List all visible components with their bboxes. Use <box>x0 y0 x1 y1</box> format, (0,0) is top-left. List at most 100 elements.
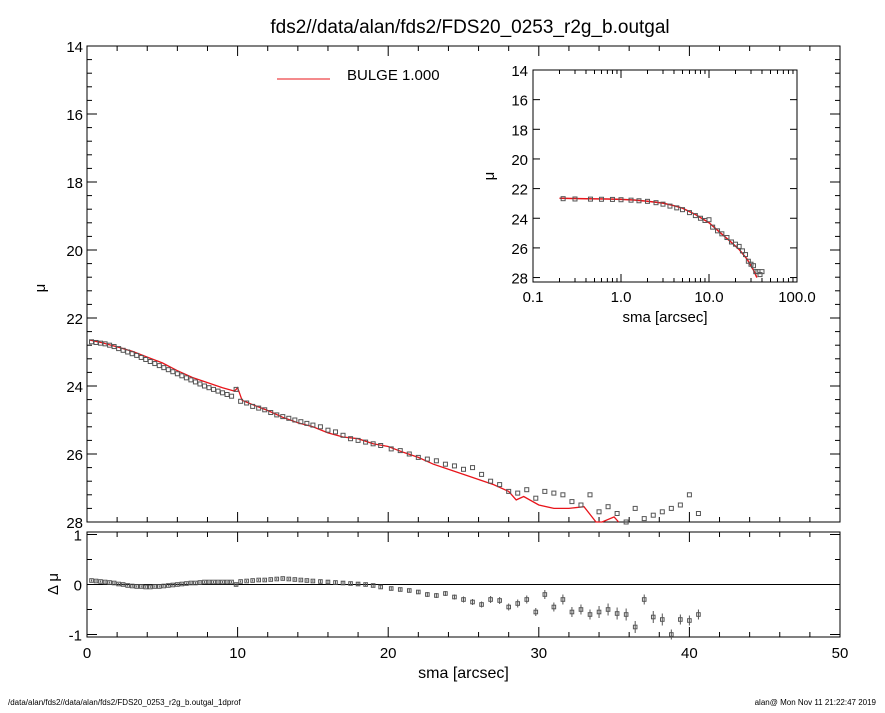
main-data-points <box>89 339 701 525</box>
inset-data-point <box>719 231 725 237</box>
residual-data-point <box>256 577 261 583</box>
residual-data-point <box>298 577 304 583</box>
main-data-point <box>107 342 113 348</box>
main-data-point <box>659 509 665 515</box>
main-data-point <box>623 519 629 525</box>
residual-data-point <box>125 583 130 588</box>
x-tick-label: 20 <box>380 645 397 662</box>
main-y-tick-label: 26 <box>66 447 83 464</box>
main-data-point <box>262 407 268 413</box>
main-data-point <box>332 429 338 435</box>
main-data-point <box>268 410 274 416</box>
residual-data-point <box>292 577 298 582</box>
inset-x-tick-label: 1.0 <box>611 289 632 306</box>
residual-data-point <box>152 584 158 589</box>
x-tick-label: 40 <box>681 645 698 662</box>
residual-data-points <box>89 576 701 640</box>
residual-data-point <box>497 598 502 603</box>
inset-data-point <box>686 210 692 216</box>
residual-data-point <box>262 577 268 583</box>
residual-data-point <box>488 597 493 602</box>
main-data-point <box>206 385 212 391</box>
main-data-point <box>188 377 194 383</box>
main-data-point <box>551 490 557 496</box>
main-data-point <box>165 367 171 373</box>
main-data-point <box>363 439 369 445</box>
residual-data-point <box>641 597 647 602</box>
figure-title: fds2//data/alan/fds2/FDS20_0253_r2g_b.ou… <box>270 17 669 38</box>
main-y-tick-label: 20 <box>66 243 83 260</box>
main-data-point <box>569 499 575 505</box>
main-data-point <box>233 386 239 392</box>
main-data-point <box>183 375 189 381</box>
main-data-point <box>224 392 230 397</box>
main-data-point <box>286 415 292 421</box>
inset-data-point <box>572 196 578 202</box>
inset-data-points <box>560 196 765 278</box>
inset-y-tick-label: 26 <box>511 241 528 258</box>
inset-axis-ticks: 14 16 18 20 22 24 26 280.1 1.0 10.0 100.0 <box>511 63 815 306</box>
main-data-point <box>650 512 656 518</box>
main-data-point <box>433 458 439 464</box>
inset-data-point <box>628 197 634 203</box>
main-data-point <box>587 492 593 498</box>
main-y-tick-label: 24 <box>66 379 83 396</box>
main-data-point <box>461 466 466 472</box>
inset-y-tick-label: 28 <box>511 271 528 288</box>
residual-data-point <box>542 592 548 597</box>
residual-data-point <box>179 581 185 587</box>
residual-data-point <box>479 602 484 607</box>
residual-data-point <box>188 580 194 586</box>
legend-label: BULGE 1.000 <box>347 67 440 84</box>
residual-data-point <box>632 624 638 630</box>
residual-data-point <box>286 576 292 582</box>
main-data-point <box>488 478 494 484</box>
main-data-point <box>340 432 346 438</box>
residual-data-point <box>224 579 230 585</box>
residual-y-tick-label: 0 <box>74 578 82 595</box>
main-data-point <box>378 443 384 448</box>
residual-data-point <box>406 588 412 593</box>
residual-data-point <box>143 584 149 590</box>
main-data-point <box>120 347 126 353</box>
residual-data-point <box>238 579 243 584</box>
main-data-point <box>111 344 117 350</box>
inset-y-tick-label: 20 <box>511 152 528 169</box>
residual-data-point <box>211 579 216 585</box>
residual-data-point <box>669 632 674 637</box>
main-data-point <box>102 341 108 347</box>
inset-bulge-model-line <box>559 197 758 278</box>
footer-timestamp: alan@ Mon Nov 11 21:22:47 2019 <box>755 698 877 707</box>
residual-data-point <box>434 593 439 598</box>
residual-data-point <box>650 614 656 620</box>
main-data-point <box>388 446 394 452</box>
main-data-point <box>605 504 611 510</box>
main-data-point <box>250 403 256 409</box>
main-data-point <box>310 422 316 428</box>
main-data-point <box>143 356 149 362</box>
residual-data-point <box>678 617 683 622</box>
inset-data-point <box>636 198 642 204</box>
inset-data-point <box>618 197 624 203</box>
inset-plot-frame <box>532 69 798 283</box>
inset-data-point <box>715 228 721 234</box>
inset-data-point <box>653 200 659 206</box>
main-data-point <box>348 436 354 442</box>
main-data-point <box>152 361 158 367</box>
residual-data-point <box>93 578 99 584</box>
residual-data-point <box>184 581 189 586</box>
residual-data-point <box>560 597 566 602</box>
main-data-point <box>156 363 162 369</box>
residual-data-point <box>116 581 121 587</box>
inset-y-tick-label: 18 <box>511 122 528 139</box>
main-data-point <box>129 351 135 357</box>
main-data-point <box>256 405 262 411</box>
main-data-point <box>280 414 286 420</box>
main-data-point <box>244 400 250 406</box>
main-data-point <box>424 456 430 462</box>
residual-y-tick-label: 1 <box>74 528 82 545</box>
main-axis-ticks: 14 16 18 20 22 24 26 28 <box>66 39 841 532</box>
main-x-axis-label: sma [arcsec] <box>418 665 509 682</box>
main-data-point <box>89 339 95 345</box>
